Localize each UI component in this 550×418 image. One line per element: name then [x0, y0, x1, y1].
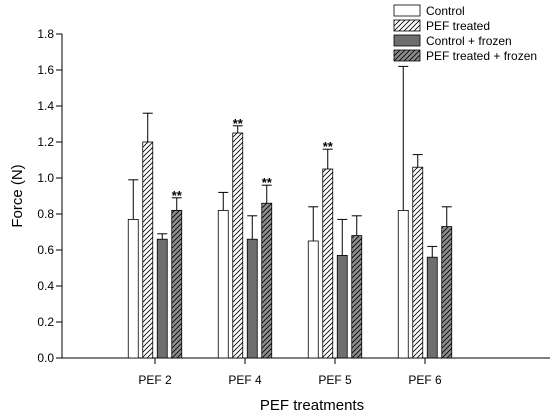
- bar: [171, 209, 183, 359]
- bar: [142, 141, 154, 359]
- bar: [441, 226, 453, 359]
- y-tick-label: 1.4: [37, 99, 54, 113]
- legend-swatch: [393, 19, 421, 32]
- bar: [426, 256, 438, 359]
- bar: [307, 240, 319, 359]
- bar: [397, 209, 409, 359]
- y-tick-label: 0.2: [37, 315, 54, 329]
- y-tick-label: 1.8: [37, 27, 54, 41]
- y-tick-label: 0.0: [37, 351, 54, 365]
- bar: [412, 166, 424, 359]
- y-tick-label: 0.8: [37, 207, 54, 221]
- x-tick-label: PEF 6: [408, 373, 442, 387]
- bar: [127, 218, 139, 359]
- bar: [322, 168, 334, 359]
- bar: [232, 132, 244, 359]
- significance-marker: **: [323, 139, 334, 154]
- bar: [246, 238, 258, 359]
- axes: 0.0 0.2 0.4 0.6 0.8 1.0 1.2 1.4 1.6 1.8 PEF 2 PEF 4…: [37, 27, 550, 387]
- significance-marker: **: [262, 175, 273, 190]
- bars: [127, 132, 453, 359]
- x-tick-label: PEF 5: [318, 373, 352, 387]
- bar: [336, 254, 348, 359]
- bar: [156, 238, 168, 359]
- significance-marker: **: [233, 116, 244, 131]
- bar: [351, 235, 363, 359]
- y-tick-label: 0.4: [37, 279, 54, 293]
- y-tick-label: 1.6: [37, 63, 54, 77]
- error-bars: [128, 65, 452, 258]
- y-axis-title: Force (N): [9, 164, 26, 227]
- y-tick-label: 1.0: [37, 171, 54, 185]
- bar: [217, 209, 229, 359]
- legend-swatch: [393, 34, 421, 47]
- y-tick-label: 0.6: [37, 243, 54, 257]
- y-tick-label: 1.2: [37, 135, 54, 149]
- bar: [261, 202, 273, 359]
- x-axis-title: PEF treatments: [260, 397, 364, 414]
- x-tick-label: PEF 2: [138, 373, 172, 387]
- legend-label: Control: [426, 4, 465, 18]
- x-tick-label: PEF 4: [228, 373, 262, 387]
- legend-label: Control + frozen: [426, 34, 512, 48]
- significance-marker: **: [172, 188, 183, 203]
- legend-swatch: [393, 4, 421, 17]
- significance-annotations: ** ** ** **: [172, 116, 334, 203]
- legend-label: PEF treated: [426, 19, 490, 33]
- legend-swatch: [393, 49, 421, 62]
- legend-label: PEF treated + frozen: [426, 49, 537, 63]
